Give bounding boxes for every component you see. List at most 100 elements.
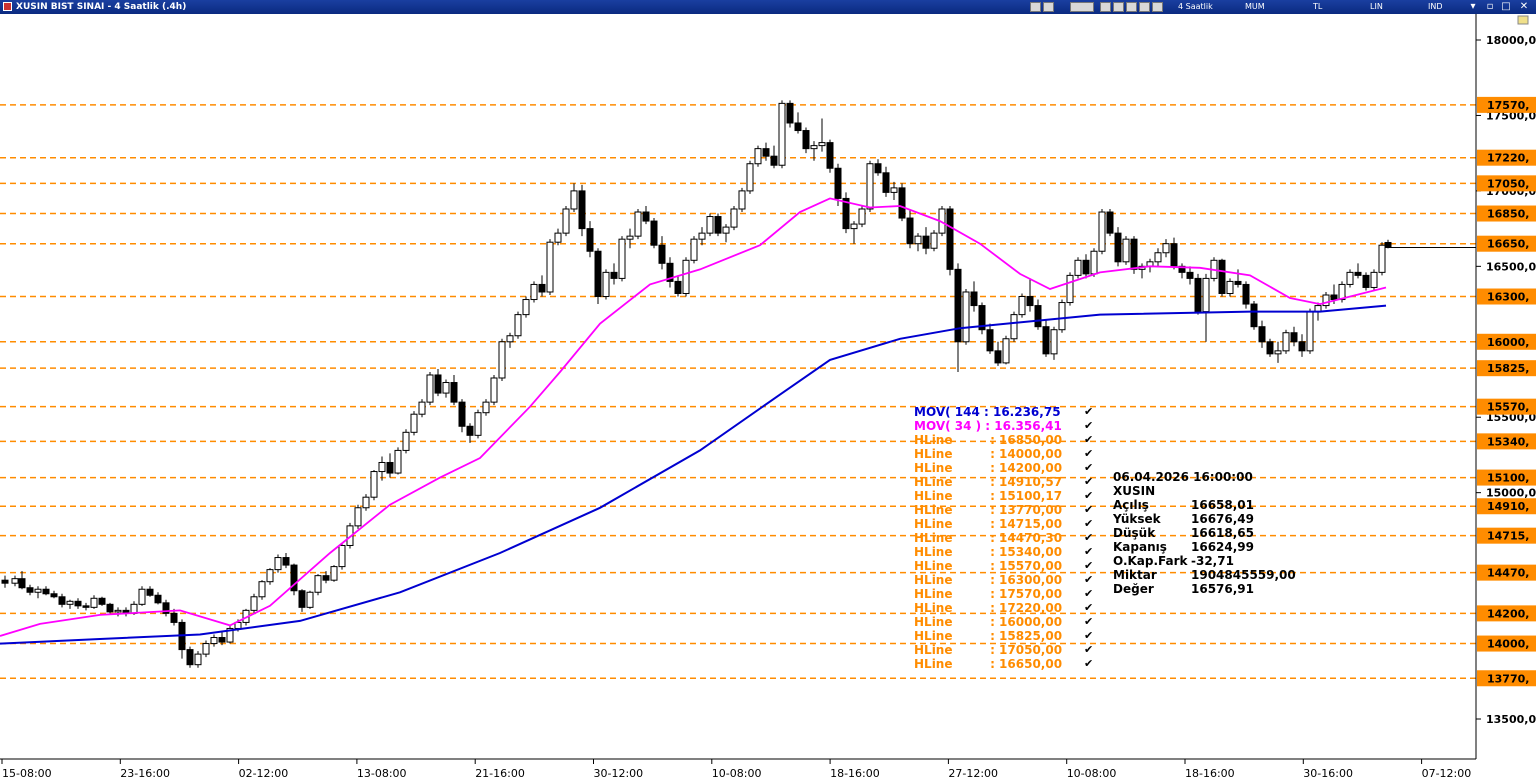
hline-label: 15825,	[1487, 362, 1529, 375]
hline-label: 14715,	[1487, 530, 1529, 543]
toolbar-icon-5[interactable]	[1113, 2, 1124, 12]
candle	[738, 187, 746, 213]
candle	[1082, 254, 1090, 279]
legend-check-icon[interactable]: ✔	[1084, 573, 1094, 586]
legend-hline-16[interactable]: HLine : 16650,00 ✔	[914, 657, 1093, 671]
toolbar-icon-6[interactable]	[1126, 2, 1137, 12]
candle	[330, 565, 338, 582]
info-key: Değer	[1113, 582, 1154, 596]
toolbar-icon-1[interactable]	[1030, 2, 1041, 12]
toolbar-icon-2[interactable]	[1043, 2, 1054, 12]
info-row: Düşük 16618,65	[1113, 526, 1296, 540]
candle	[338, 543, 346, 570]
legend-ma144-label: MOV( 144 : 16.236,75	[914, 405, 1061, 419]
legend-check-icon[interactable]: ✔	[1084, 419, 1094, 432]
legend-check-icon[interactable]: ✔	[1084, 559, 1094, 572]
legend-check-icon[interactable]: ✔	[1084, 475, 1094, 488]
legend-hline-15[interactable]: HLine : 17050,00 ✔	[914, 643, 1093, 657]
legend-check-icon[interactable]: ✔	[1084, 433, 1094, 446]
legend-check-icon[interactable]: ✔	[1084, 643, 1094, 656]
close-icon[interactable]: ✕	[1519, 1, 1529, 12]
hline-label-bg	[1477, 175, 1536, 192]
legend-hline-10[interactable]: HLine : 16300,00 ✔	[914, 573, 1093, 587]
candle	[554, 228, 562, 246]
candle	[810, 141, 818, 161]
app-icon	[3, 2, 12, 11]
candle	[426, 371, 434, 406]
hline-label-bg	[1477, 398, 1536, 415]
legend-check-icon[interactable]: ✔	[1084, 531, 1094, 544]
candle	[274, 554, 282, 573]
legend-check-icon[interactable]: ✔	[1084, 615, 1094, 628]
legend-hline-5[interactable]: HLine : 13770,00 ✔	[914, 503, 1093, 517]
legend-hline-2[interactable]: HLine : 14200,00 ✔	[914, 461, 1093, 475]
candle	[1042, 319, 1050, 357]
legend-check-icon[interactable]: ✔	[1084, 405, 1094, 418]
minimize-icon[interactable]: ▾	[1470, 1, 1476, 12]
candle	[970, 281, 978, 312]
legend-check-icon[interactable]: ✔	[1084, 601, 1094, 614]
window-titlebar: XUSIN BIST SINAI - 4 Saatlik (.4h) 4 Saa…	[0, 0, 1536, 14]
legend-check-icon[interactable]: ✔	[1084, 517, 1094, 530]
candle	[1074, 257, 1082, 279]
legend-hline-3[interactable]: HLine : 14910,57 ✔	[914, 475, 1093, 489]
toolbar-icon-8[interactable]	[1152, 2, 1163, 12]
toolbar-icon-7[interactable]	[1139, 2, 1150, 12]
legend-hline-4[interactable]: HLine : 15100,17 ✔	[914, 489, 1093, 503]
legend-hline-14[interactable]: HLine : 15825,00 ✔	[914, 629, 1093, 643]
legend-ma34[interactable]: MOV( 34 ) : 16.356,41 ✔	[914, 419, 1093, 433]
chart-style-selector[interactable]: MUM	[1245, 2, 1265, 11]
maximize-icon[interactable]: □	[1501, 1, 1511, 12]
legend-hline-1[interactable]: HLine : 14000,00 ✔	[914, 447, 1093, 461]
legend-hline-12[interactable]: HLine : 17220,00 ✔	[914, 601, 1093, 615]
y-axis-ticks: 18000,017500,017000,016500,015500,015000…	[1476, 34, 1536, 726]
y-tick-label: 18000,0	[1486, 34, 1536, 47]
legend-hline-0[interactable]: HLine : 16850,00 ✔	[914, 433, 1093, 447]
candle	[522, 296, 530, 318]
scale-selector[interactable]: LIN	[1370, 2, 1383, 11]
legend-hline-label: HLine : 14000,00	[914, 447, 1063, 461]
candle	[634, 208, 642, 240]
scale-lock-icon[interactable]	[1517, 15, 1529, 25]
legend-hline-7[interactable]: HLine : 14470,30 ✔	[914, 531, 1093, 545]
price-chart[interactable]: 18000,017500,017000,016500,015500,015000…	[0, 14, 1536, 781]
legend-hline-9[interactable]: HLine : 15570,00 ✔	[914, 559, 1093, 573]
legend-check-icon[interactable]: ✔	[1084, 629, 1094, 642]
legend-hline-8[interactable]: HLine : 15340,00 ✔	[914, 545, 1093, 559]
legend-check-icon[interactable]: ✔	[1084, 503, 1094, 516]
candle	[1106, 208, 1114, 237]
period-selector[interactable]: 4 Saatlik	[1178, 2, 1213, 11]
x-axis-ticks: 15-08:00 23-16:00 02-12:00 13-08:00 21-16:00…	[1, 759, 1471, 780]
legend-check-icon[interactable]: ✔	[1084, 587, 1094, 600]
legend-hline-13[interactable]: HLine : 16000,00 ✔	[914, 615, 1093, 629]
candle	[794, 112, 802, 134]
legend-check-icon[interactable]: ✔	[1084, 657, 1094, 670]
info-key: O.Kap.Fark	[1113, 554, 1188, 568]
candle	[650, 218, 658, 249]
info-row: Kapanış 16624,99	[1113, 540, 1296, 554]
candle	[570, 183, 578, 213]
candle	[1018, 293, 1026, 318]
candle	[610, 263, 618, 285]
currency-selector[interactable]: TL	[1313, 2, 1323, 11]
legend-hline-label: HLine : 15340,00	[914, 545, 1063, 559]
legend-check-icon[interactable]: ✔	[1084, 545, 1094, 558]
toolbar-icon-4[interactable]	[1100, 2, 1111, 12]
legend-hline-6[interactable]: HLine : 14715,00 ✔	[914, 517, 1093, 531]
legend-hline-11[interactable]: HLine : 17570,00 ✔	[914, 587, 1093, 601]
candle	[754, 145, 762, 167]
candle	[914, 233, 922, 252]
legend-ma144[interactable]: MOV( 144 : 16.236,75 ✔	[914, 405, 1093, 419]
candle	[714, 213, 722, 237]
toolbar-icon-3[interactable]	[1070, 2, 1094, 12]
indicator-selector[interactable]: IND	[1428, 2, 1443, 11]
legend-hline-label: HLine : 14470,30	[914, 531, 1063, 545]
x-tick-label: 30-12:00	[594, 767, 644, 780]
candle	[362, 494, 370, 511]
legend-check-icon[interactable]: ✔	[1084, 489, 1094, 502]
legend-check-icon[interactable]: ✔	[1084, 461, 1094, 474]
candle	[482, 399, 490, 416]
candle	[834, 163, 842, 206]
legend-check-icon[interactable]: ✔	[1084, 447, 1094, 460]
restore-icon[interactable]: ▫	[1486, 1, 1494, 12]
